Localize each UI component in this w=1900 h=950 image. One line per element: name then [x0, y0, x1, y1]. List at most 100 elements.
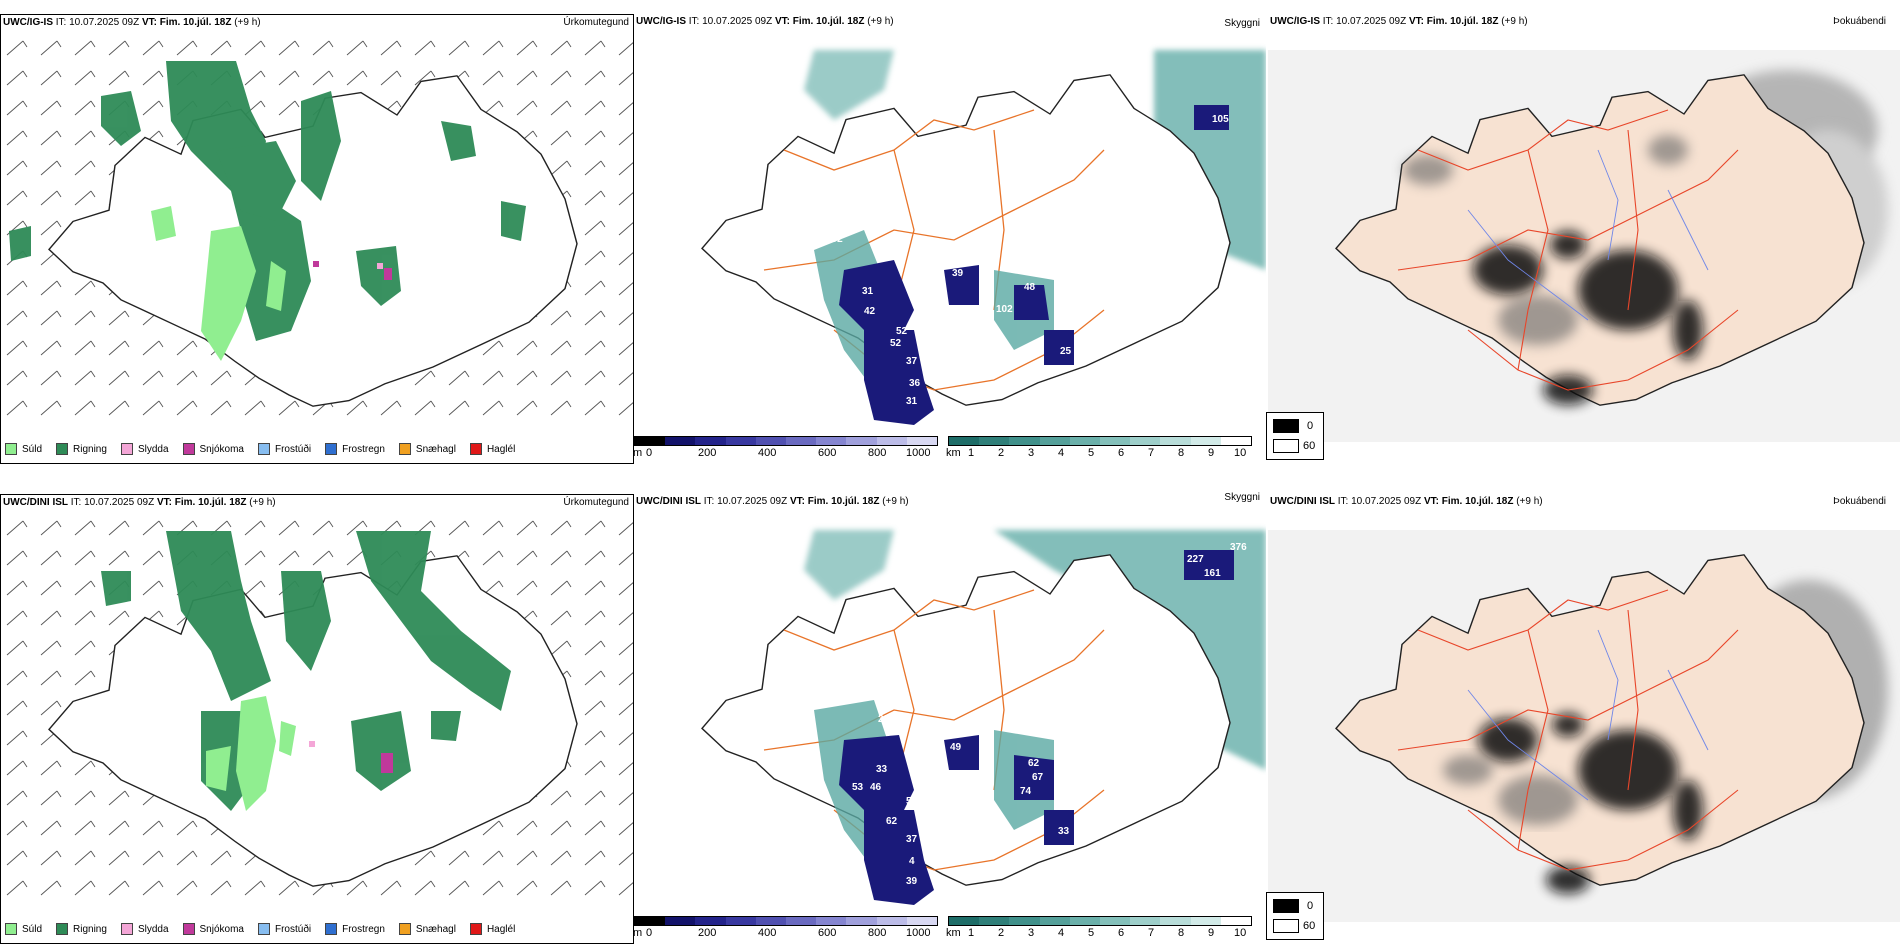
- panel-title: UWC/DINI ISL IT: 10.07.2025 09Z VT: Fim.…: [3, 497, 276, 508]
- colorbar-tick: 6: [1118, 447, 1125, 459]
- precip-map: [1, 31, 633, 429]
- colorbar-unit: m: [633, 447, 643, 459]
- fog-legend-light-label: 60: [1303, 440, 1316, 452]
- legend-swatch: [5, 443, 17, 455]
- legend-swatch: [5, 923, 17, 935]
- fog-map: [1268, 530, 1900, 922]
- colorbar-unit: km: [946, 447, 961, 459]
- legend-swatch: [325, 923, 338, 935]
- visibility-colorbar: km 1 2 3 4 5 6 7 8 9 10: [946, 916, 1252, 940]
- fog-legend-light-swatch: [1273, 439, 1299, 453]
- legend-swatch: [56, 923, 69, 935]
- colorbar-tick: 2: [998, 447, 1005, 459]
- colorbar-tick: 600: [818, 927, 837, 939]
- visibility-map: 105 39 31 62 42 48 102 52 52 37 36 31 35…: [701, 50, 1266, 425]
- ceiling-value: 39: [952, 268, 964, 279]
- colorbar-tick: 3: [1028, 927, 1035, 939]
- legend-swatch: [120, 923, 133, 935]
- legend-item: Snjókoma: [182, 443, 244, 455]
- ceiling-value: 62: [926, 280, 938, 291]
- panel-type-label: Úrkomutegund: [563, 17, 629, 28]
- fog-legend-bottom: 0 60: [1266, 892, 1324, 940]
- colorbar-tick: 8: [1178, 447, 1185, 459]
- ceiling-value: 34: [932, 878, 944, 889]
- ceiling-colorbar: m 0 200 400 600 800 1000: [633, 916, 938, 940]
- colorbar-tick: 2: [998, 927, 1005, 939]
- ceiling-value: 37: [906, 834, 918, 845]
- panel-title: UWC/IG-IS IT: 10.07.2025 09Z VT: Fim. 10…: [3, 17, 261, 28]
- colorbar-tick: 9: [1208, 447, 1215, 459]
- legend-item: Slydda: [120, 443, 169, 455]
- panel-type-label: Þokuábendi: [1833, 496, 1886, 507]
- panel-title: UWC/IG-IS IT: 10.07.2025 09Z VT: Fim. 10…: [636, 16, 894, 27]
- ceiling-value: 35: [932, 398, 944, 409]
- ceiling-value-labels: 227 376 161 49 33 53 46 59 62 67 74 62 3…: [852, 542, 1247, 889]
- legend-swatch: [257, 923, 270, 935]
- legend-item: Snjókoma: [182, 923, 244, 935]
- panel-title: UWC/DINI ISL IT: 10.07.2025 09Z VT: Fim.…: [636, 496, 909, 507]
- ceiling-value: 294: [878, 714, 895, 725]
- precip-legend: Súld Rigning Slydda Snjókoma Frostúði Fr…: [5, 443, 529, 455]
- colorbar-tick: 5: [1088, 927, 1095, 939]
- ceiling-value-labels: 105 39 31 62 42 48 102 52 52 37 36 31 35…: [774, 114, 1229, 409]
- ceiling-value: 33: [1058, 826, 1070, 837]
- visibility-panel-top: UWC/IG-IS IT: 10.07.2025 09Z VT: Fim. 10…: [633, 14, 1266, 462]
- precip-panel-bottom: UWC/DINI ISL IT: 10.07.2025 09Z VT: Fim.…: [0, 494, 634, 944]
- ceiling-value: 74: [1020, 786, 1032, 797]
- precip-map: [1, 511, 633, 909]
- fog-map: [1268, 50, 1900, 442]
- visibility-colorbar: km 1 2 3 4 5 6 7 8 9 10: [946, 436, 1252, 460]
- colorbar-tick: 10: [1234, 927, 1247, 939]
- colorbar-tick: 1000: [906, 927, 931, 939]
- legend-item: Rigning: [56, 923, 107, 935]
- fog-legend-dark-swatch: [1273, 419, 1299, 433]
- colorbar-tick: 5: [1088, 447, 1095, 459]
- legend-item: Súld: [5, 923, 42, 935]
- ceiling-value: 39: [906, 876, 918, 887]
- fog-legend-light-swatch: [1273, 919, 1299, 933]
- ceiling-value: 48: [1024, 282, 1036, 293]
- ceiling-value: 105: [1212, 114, 1229, 125]
- colorbar-tick: 6: [1118, 927, 1125, 939]
- panel-type-label: Skyggni: [1224, 18, 1260, 29]
- legend-swatch: [398, 443, 411, 455]
- colorbar-tick: 7: [1148, 447, 1155, 459]
- fog-legend-dark-swatch: [1273, 899, 1299, 913]
- fog-legend-light-label: 60: [1303, 920, 1316, 932]
- ceiling-value: 227: [1187, 554, 1204, 565]
- colorbar-tick: 1000: [906, 447, 931, 459]
- legend-item: Haglél: [469, 923, 515, 935]
- legend-item: Haglél: [469, 443, 515, 455]
- legend-item: Slydda: [120, 923, 169, 935]
- legend-item: Snæhagl: [398, 923, 456, 935]
- colorbar-tick: 1: [968, 927, 975, 939]
- legend-item: Snæhagl: [398, 443, 456, 455]
- legend-swatch: [398, 923, 411, 935]
- ceiling-value: 31: [906, 396, 918, 407]
- legend-swatch: [469, 923, 482, 935]
- ceiling-value: 31: [862, 286, 874, 297]
- fog-legend-top: 0 60: [1266, 412, 1324, 460]
- ceiling-value: 52: [896, 326, 908, 337]
- fog-panel-top: UWC/IG-IS IT: 10.07.2025 09Z VT: Fim. 10…: [1268, 14, 1900, 462]
- legend-item: Rigning: [56, 443, 107, 455]
- colorbar-tick: 800: [868, 447, 887, 459]
- colorbar-tick: 800: [868, 927, 887, 939]
- ceiling-value: 53: [852, 782, 864, 793]
- ceiling-value: 49: [950, 742, 962, 753]
- legend-swatch: [56, 443, 69, 455]
- panel-type-label: Þokuábendi: [1833, 16, 1886, 27]
- ceiling-colorbar: m 0 200 400 600 800 1000: [633, 436, 938, 460]
- visibility-map: 227 376 161 49 33 53 46 59 62 67 74 62 3…: [701, 530, 1266, 905]
- ceiling-value: 67: [1032, 772, 1044, 783]
- colorbar-tick: 8: [1178, 927, 1185, 939]
- fog-panel-bottom: UWC/DINI ISL IT: 10.07.2025 09Z VT: Fim.…: [1268, 494, 1900, 942]
- colorbar-tick: 4: [1058, 447, 1065, 459]
- ceiling-value: 37: [906, 356, 918, 367]
- ceiling-value: 102: [826, 234, 843, 245]
- legend-swatch: [469, 443, 482, 455]
- legend-item: Frostúði: [257, 923, 311, 935]
- ceiling-value: 59: [906, 796, 918, 807]
- legend-item: Súld: [5, 443, 42, 455]
- legend-item: Frostregn: [325, 443, 385, 455]
